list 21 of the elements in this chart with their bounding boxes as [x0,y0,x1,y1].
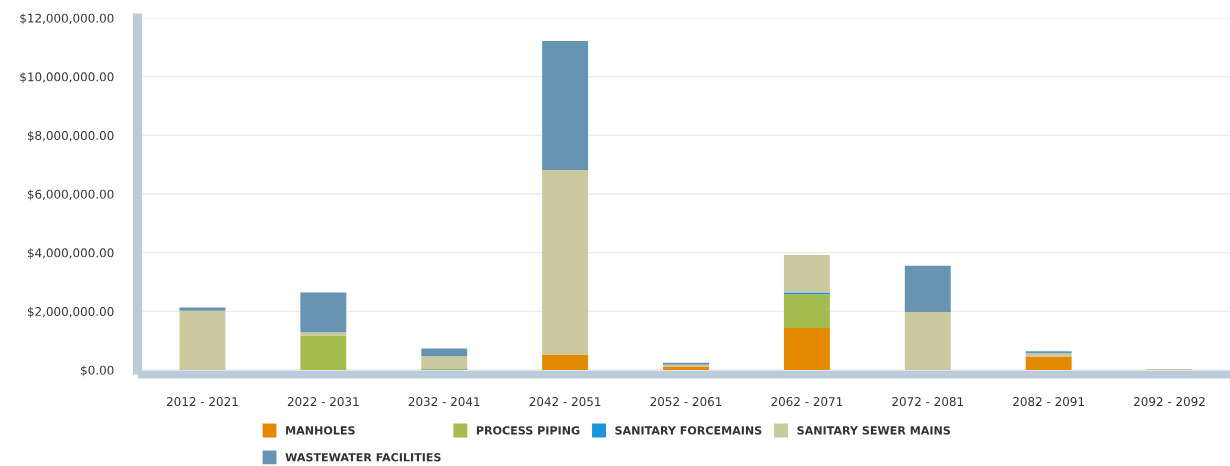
x-tick-label: 2032 - 2041 [408,397,480,407]
y-tick-label: $2,000,000.00 [27,306,114,318]
x-tick-label: 2052 - 2061 [650,397,722,407]
legend-label: PROCESS PIPING [476,426,580,435]
legend-label: MANHOLES [286,426,355,435]
x-tick-label: 2062 - 2071 [771,397,843,407]
x-tick-label: 2072 - 2081 [892,397,964,407]
y-tick-label: $10,000,000.00 [20,72,114,83]
x-tick-label: 2042 - 2051 [529,397,601,407]
y-tick-label: $4,000,000.00 [27,248,114,259]
x-tick-label: 2022 - 2031 [287,397,359,407]
legend-label: WASTEWATER FACILITIES [285,453,441,462]
legend-label: SANITARY FORCEMAINS [615,426,762,435]
y-tick-label: $0.00 [81,365,114,377]
x-tick-label: 2012 - 2021 [166,397,238,407]
legend-label: SANITARY SEWER MAINS [797,426,950,435]
y-tick-label: $6,000,000.00 [27,189,114,201]
x-tick-label: 2092 - 2092 [1134,397,1205,407]
y-tick-label: $12,000,000.00 [20,13,114,25]
y-tick-label: $8,000,000.00 [27,130,114,142]
x-tick-label: 2082 - 2091 [1013,397,1084,407]
